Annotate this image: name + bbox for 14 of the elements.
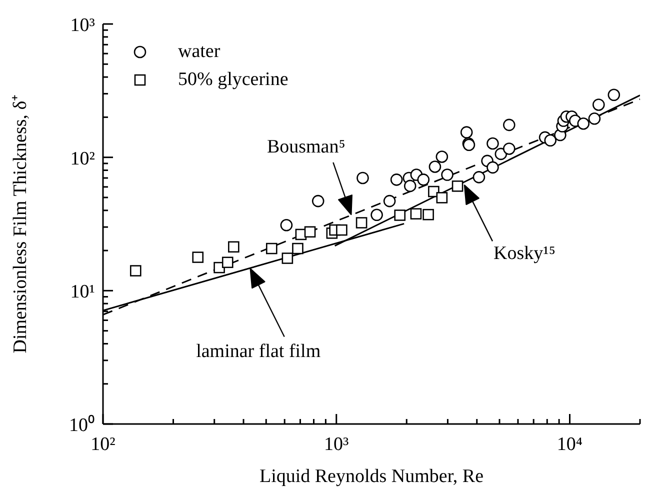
y-tick-label: 10³ xyxy=(70,15,96,36)
annotation: Bousman⁵ xyxy=(266,136,346,158)
legend-label: 50% glycerine xyxy=(178,68,288,92)
x-tick-label: 10² xyxy=(90,434,116,455)
y-tick-label: 10² xyxy=(70,148,96,170)
y-axis-title: Dimensionless Film Thickness, δ⁺ xyxy=(10,94,31,354)
annotation: laminar flat film xyxy=(196,340,321,362)
legend-label: water xyxy=(178,40,220,64)
y-tick-label: 10¹ xyxy=(70,282,96,303)
x-axis-title: Liquid Reynolds Number, Re xyxy=(259,466,484,487)
annotation: Kosky¹⁵ xyxy=(494,243,556,264)
y-tick-label: 10⁰ xyxy=(69,414,95,436)
x-tick-label: 10⁴ xyxy=(556,434,583,455)
x-tick-label: 10³ xyxy=(324,434,350,455)
